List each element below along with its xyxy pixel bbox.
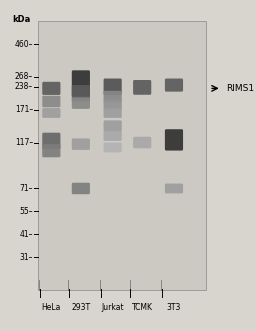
FancyBboxPatch shape xyxy=(72,97,90,109)
Text: kDa: kDa xyxy=(13,15,31,24)
Text: RIMS1: RIMS1 xyxy=(226,84,254,93)
Text: 41–: 41– xyxy=(20,230,33,239)
Text: 171–: 171– xyxy=(15,105,33,114)
Text: HeLa: HeLa xyxy=(42,303,61,312)
FancyBboxPatch shape xyxy=(104,100,122,110)
FancyBboxPatch shape xyxy=(133,137,151,148)
Text: 71–: 71– xyxy=(20,184,33,193)
FancyBboxPatch shape xyxy=(42,96,60,107)
FancyBboxPatch shape xyxy=(42,108,60,118)
FancyBboxPatch shape xyxy=(42,144,60,157)
Text: 31–: 31– xyxy=(20,253,33,262)
FancyBboxPatch shape xyxy=(104,78,122,95)
FancyBboxPatch shape xyxy=(72,85,90,102)
Text: 238–: 238– xyxy=(15,82,33,91)
FancyBboxPatch shape xyxy=(38,21,206,290)
Text: Jurkat: Jurkat xyxy=(101,303,124,312)
FancyBboxPatch shape xyxy=(104,108,122,118)
FancyBboxPatch shape xyxy=(104,91,122,102)
Text: 268–: 268– xyxy=(15,72,33,81)
FancyBboxPatch shape xyxy=(104,131,122,141)
Text: 55–: 55– xyxy=(19,207,33,216)
FancyBboxPatch shape xyxy=(72,183,90,194)
Text: 293T: 293T xyxy=(71,303,90,312)
Text: 460–: 460– xyxy=(15,40,33,49)
FancyBboxPatch shape xyxy=(42,133,60,149)
FancyBboxPatch shape xyxy=(42,82,60,95)
FancyBboxPatch shape xyxy=(72,70,90,97)
Text: 3T3: 3T3 xyxy=(167,303,181,312)
FancyBboxPatch shape xyxy=(165,78,183,92)
FancyBboxPatch shape xyxy=(72,138,90,150)
Text: TCMK: TCMK xyxy=(132,303,153,312)
FancyBboxPatch shape xyxy=(104,120,122,132)
FancyBboxPatch shape xyxy=(133,80,151,95)
Text: 117–: 117– xyxy=(15,138,33,147)
FancyBboxPatch shape xyxy=(104,143,122,152)
FancyBboxPatch shape xyxy=(165,129,183,151)
FancyBboxPatch shape xyxy=(165,184,183,193)
